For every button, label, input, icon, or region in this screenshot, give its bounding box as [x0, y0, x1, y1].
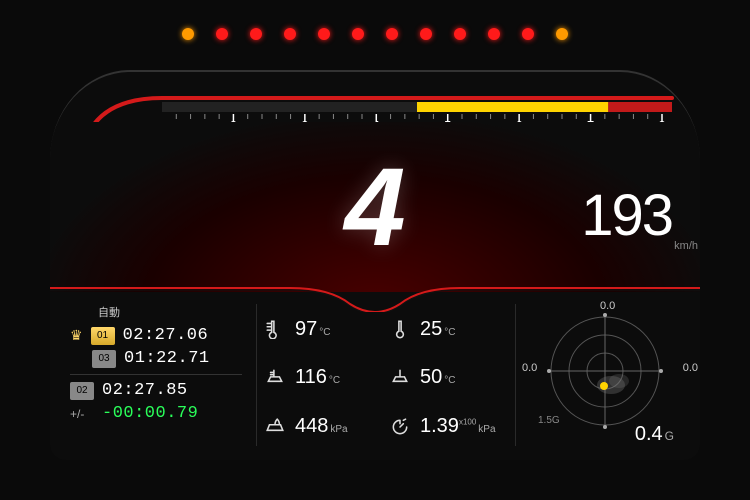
shift-light — [216, 28, 228, 40]
lap-time: 02:27.85 — [102, 381, 188, 400]
lap-mode-label: 自動 — [70, 304, 242, 320]
oil-pressure-icon — [265, 417, 285, 437]
lap-badge: 02 — [70, 382, 94, 400]
telemetry-value: 448kPa — [295, 415, 382, 438]
oil-temp-icon — [265, 368, 285, 388]
g-current-value: 0.4G — [635, 423, 674, 446]
shift-light — [318, 28, 330, 40]
g-right-value: 0.0 — [683, 362, 698, 374]
trans-temp-icon — [390, 368, 410, 388]
shift-light — [284, 28, 296, 40]
telemetry-value: 50°C — [420, 366, 507, 389]
shift-light — [420, 28, 432, 40]
shift-light — [386, 28, 398, 40]
telemetry-value: 1.39x100kPa — [420, 415, 507, 438]
g-scale-label: 1.5G — [538, 415, 560, 426]
bottom-panel: 自動 ♛ 01 02:27.06 03 01:22.71 02 02:27.85 +/-… — [70, 304, 680, 446]
telemetry-value: 97°C — [295, 318, 382, 341]
shift-light — [250, 28, 262, 40]
g-meter-gauge — [542, 308, 668, 434]
shift-light — [182, 28, 194, 40]
speed-readout: 193 — [581, 182, 672, 249]
lap-time: 01:22.71 — [124, 349, 210, 368]
lap-row: ♛ 01 02:27.06 — [70, 326, 242, 345]
telemetry-grid: 97°C 25°C 116°C 50°C 448kPa 1.39x100kPa — [256, 304, 516, 446]
lap-delta-row: +/- -00:00.79 — [70, 404, 242, 423]
shift-light — [454, 28, 466, 40]
g-left-value: 0.0 — [522, 362, 537, 374]
lap-times-panel: 自動 ♛ 01 02:27.06 03 01:22.71 02 02:27.85 +/-… — [70, 304, 242, 446]
shift-light — [556, 28, 568, 40]
boost-icon — [390, 417, 410, 437]
lap-time: 02:27.06 — [123, 326, 209, 345]
telemetry-value: 116°C — [295, 366, 382, 389]
shift-light — [488, 28, 500, 40]
intake-temp-icon — [390, 319, 410, 339]
gear-indicator: 4 — [344, 144, 405, 271]
shift-light — [522, 28, 534, 40]
current-lap-row: 02 02:27.85 — [70, 381, 242, 400]
delta-label: +/- — [70, 407, 94, 421]
telemetry-value: 25°C — [420, 318, 507, 341]
crown-icon: ♛ — [70, 327, 83, 344]
shift-light — [352, 28, 364, 40]
lap-delta-value: -00:00.79 — [102, 404, 198, 423]
coolant-temp-icon — [265, 319, 285, 339]
lap-row: 03 01:22.71 — [70, 349, 242, 368]
g-meter-panel: 0.0 0.0 0.0 1.5G 0.4G — [530, 304, 680, 446]
speed-unit: km/h — [674, 240, 698, 252]
lap-badge: 01 — [91, 327, 115, 345]
shift-lights-row — [182, 28, 568, 40]
lap-badge: 03 — [92, 350, 116, 368]
instrument-cluster: 012345678 r/min +N 4 193 km/h 自動 ♛0102:2… — [50, 70, 700, 460]
